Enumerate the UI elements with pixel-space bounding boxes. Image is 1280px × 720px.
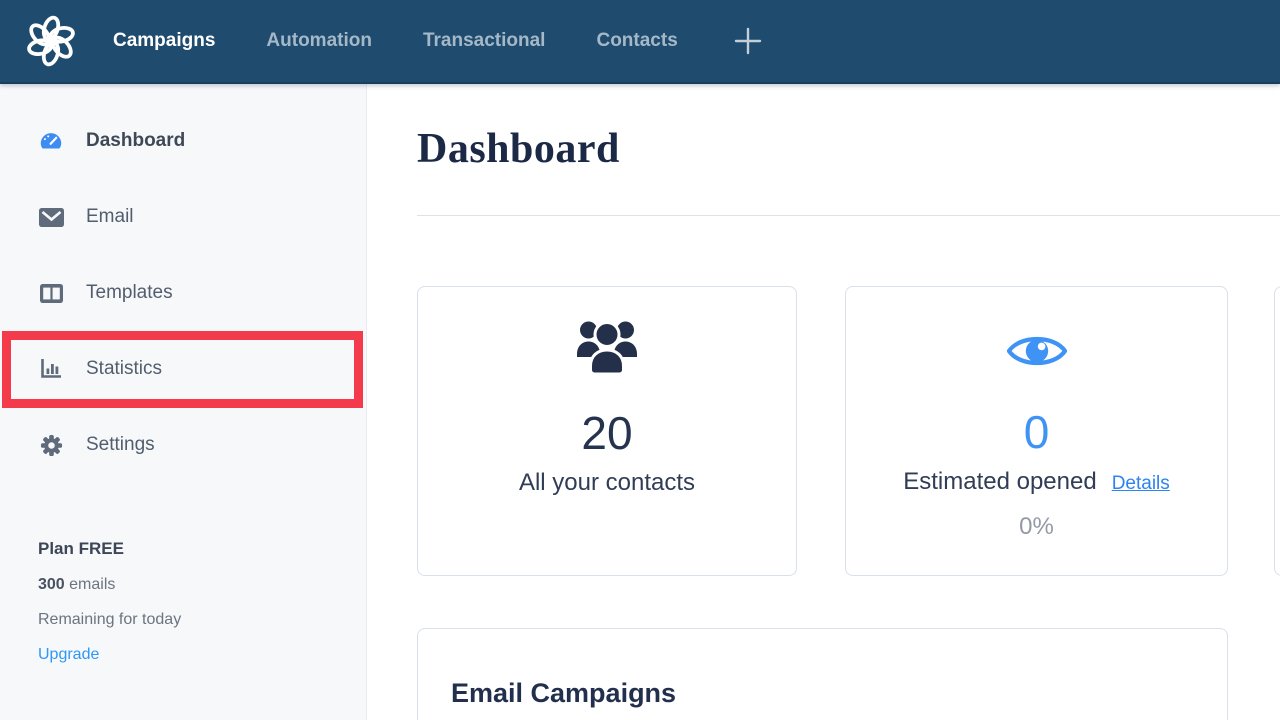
sidebar-item-label: Email — [86, 206, 134, 227]
bar-chart-icon — [38, 358, 64, 380]
estimated-opened-count: 0 — [1023, 406, 1050, 458]
sidebar: Dashboard Email — [0, 84, 367, 720]
plan-quota-unit: emails — [64, 576, 116, 593]
page-title: Dashboard — [417, 126, 620, 172]
estimated-opened-label: Estimated opened — [903, 468, 1097, 495]
main-content: Dashboard — [367, 84, 1280, 720]
plan-title: Plan FREE — [38, 539, 124, 558]
plan-info: Plan FREE 300 emails Remaining for today… — [38, 539, 181, 664]
sidebar-item-templates[interactable]: Templates — [0, 269, 366, 317]
estimated-opened-percentage: 0% — [1019, 513, 1054, 540]
sidebar-item-label: Dashboard — [86, 130, 186, 151]
stat-cards-row: 20 All your contacts 0 Estimated opened … — [417, 286, 1280, 576]
swirl-logo-icon — [25, 15, 77, 67]
top-navbar: Campaigns Automation Transactional Conta… — [0, 0, 1280, 84]
details-link[interactable]: Details — [1111, 473, 1170, 494]
sidebar-nav: Dashboard Email — [0, 84, 366, 469]
gear-icon — [38, 434, 64, 457]
title-divider — [417, 215, 1280, 216]
partial-stat-card — [1274, 286, 1280, 576]
contacts-stat-card: 20 All your contacts — [417, 286, 797, 576]
email-campaigns-card: Email Campaigns — [417, 628, 1228, 720]
eye-icon — [1006, 330, 1068, 372]
contacts-count: 20 — [581, 407, 633, 459]
sidebar-item-label: Settings — [86, 434, 155, 455]
nav-item-automation[interactable]: Automation — [266, 30, 372, 51]
email-campaigns-title: Email Campaigns — [451, 678, 677, 708]
columns-icon — [38, 283, 64, 303]
sidebar-item-dashboard[interactable]: Dashboard — [0, 117, 366, 165]
sidebar-item-statistics[interactable]: Statistics — [0, 345, 366, 393]
plan-quota: 300 emails — [38, 576, 181, 594]
users-icon — [574, 317, 640, 376]
sidebar-item-label: Templates — [86, 282, 173, 303]
add-app-button[interactable] — [734, 27, 762, 55]
gauge-icon — [38, 129, 64, 153]
plus-icon — [734, 27, 762, 55]
contacts-label: All your contacts — [518, 469, 696, 496]
nav-item-campaigns[interactable]: Campaigns — [113, 30, 216, 51]
upgrade-link[interactable]: Upgrade — [38, 646, 100, 663]
nav-item-transactional[interactable]: Transactional — [422, 30, 546, 51]
sidebar-item-settings[interactable]: Settings — [0, 421, 366, 469]
estimated-opened-label-row: Estimated opened Details — [903, 468, 1170, 496]
plan-quota-note: Remaining for today — [38, 611, 182, 628]
estimated-opened-stat-card: 0 Estimated opened Details 0% — [845, 286, 1228, 576]
plan-quota-value: 300 — [38, 576, 65, 593]
sidebar-item-email[interactable]: Email — [0, 193, 366, 241]
primary-navigation: Campaigns Automation Transactional Conta… — [113, 27, 762, 55]
brand-logo[interactable] — [25, 15, 77, 67]
envelope-icon — [38, 207, 64, 227]
sidebar-item-label: Statistics — [86, 358, 163, 379]
nav-item-contacts[interactable]: Contacts — [596, 30, 678, 51]
